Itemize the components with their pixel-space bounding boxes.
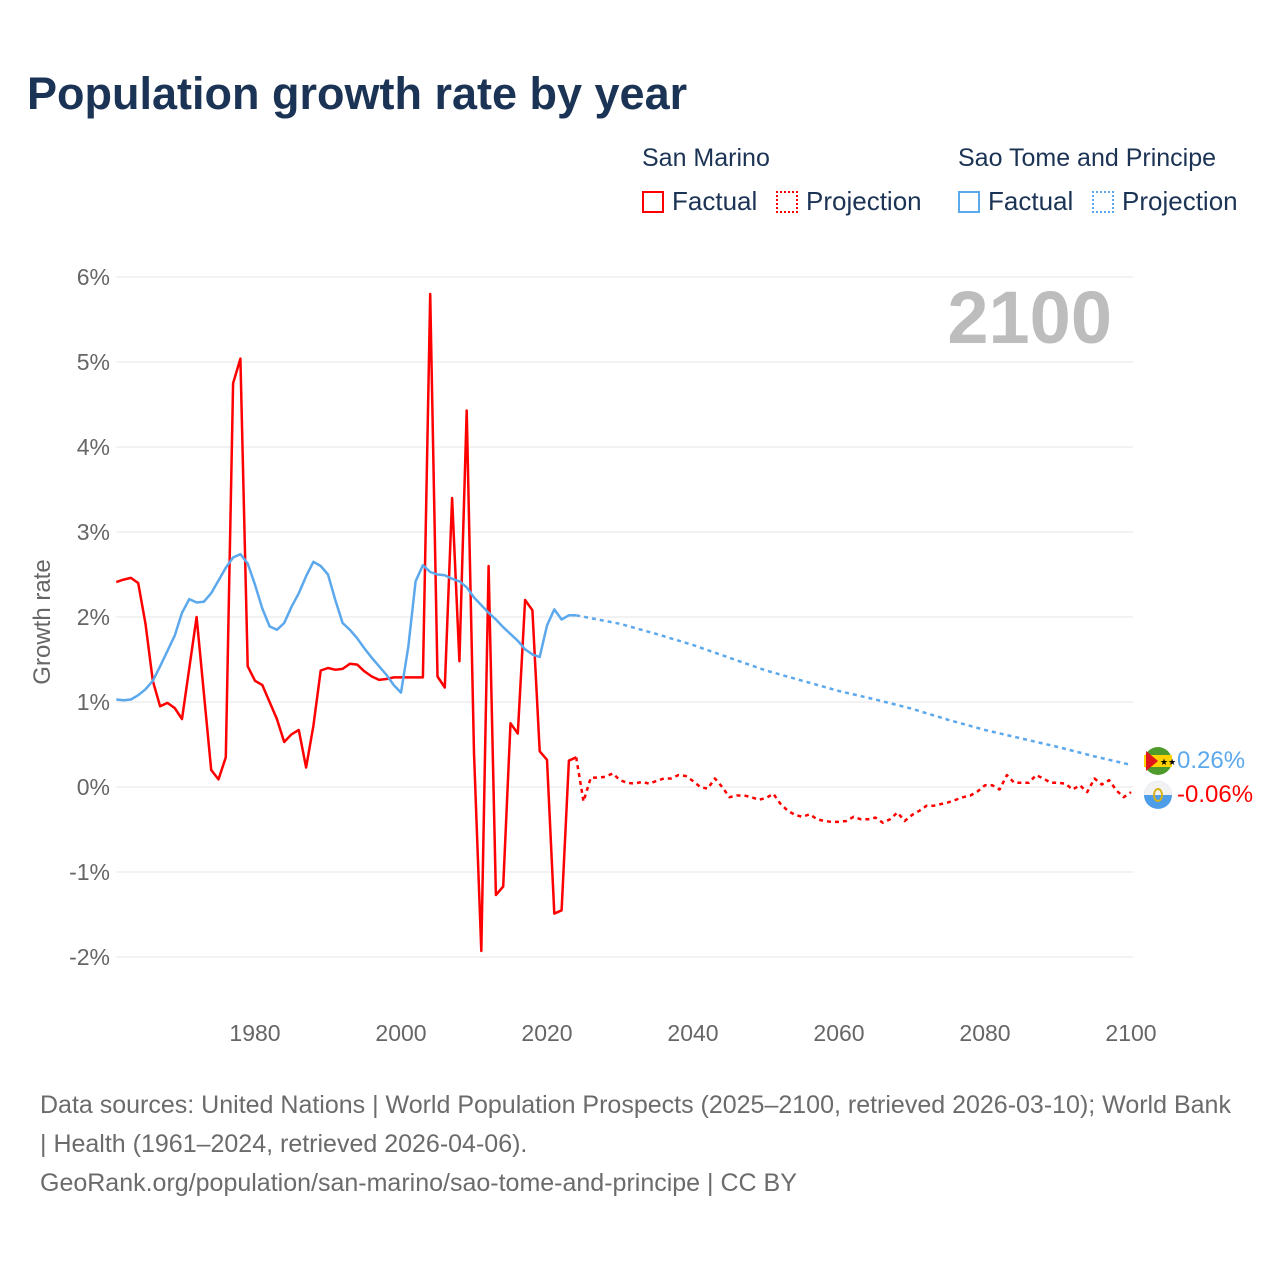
legend-swatch-solid [958,190,980,213]
legend-stp-projection[interactable]: Projection [1092,186,1238,217]
x-tick-label: 2000 [375,1020,426,1046]
x-tick-label: 2040 [667,1020,718,1046]
legend-label: Factual [988,186,1074,216]
y-tick-label: -1% [69,859,110,885]
legend-stp-factual[interactable]: Factual [958,186,1073,217]
flag-sao-tome-icon: ★★ [1144,747,1176,775]
y-tick-label: 5% [77,349,110,375]
series-line-sao-tome-and-principe-factual [116,552,577,702]
legend-group-sao-tome: Sao Tome and Principe [958,144,1217,172]
x-tick-label: 2020 [521,1020,572,1046]
y-tick-label: 3% [77,519,110,545]
y-axis-label: Growth rate [29,559,56,684]
data-sources: Data sources: United Nations | World Pop… [40,1091,1231,1158]
series-line-sao-tome-and-principe-projection [575,614,1132,767]
page-title: Population growth rate by year [27,68,688,119]
source-link[interactable]: GeoRank.org/population/san-marino/sao-to… [40,1169,797,1197]
x-tick-label: 2100 [1105,1020,1156,1046]
y-tick-label: 1% [77,689,110,715]
legend-group-san-marino: San Marino [642,144,770,172]
series-line-san-marino-projection [574,757,1132,824]
y-tick-label: -2% [69,944,110,970]
y-tick-label: 0% [77,774,110,800]
legend-swatch-dotted [776,190,798,213]
current-year-label: 2100 [947,276,1112,359]
legend-label: Projection [1122,186,1238,216]
legend-sm-factual[interactable]: Factual [642,186,757,217]
legend-swatch-dotted [1092,190,1114,213]
x-tick-label: 1980 [229,1020,280,1046]
footer: Data sources: United Nations | World Pop… [40,1086,1240,1203]
y-tick-label: 4% [77,434,110,460]
end-label-san-marino: -0.06% [1177,781,1253,808]
end-label-sao-tome: 0.26% [1177,747,1245,774]
flag-san-marino-icon [1144,781,1172,809]
y-tick-label: 2% [77,604,110,630]
legend-swatch-solid [642,190,664,213]
series-line-san-marino-factual [115,292,577,953]
y-tick-label: 6% [77,264,110,290]
legend-label: Factual [672,186,758,216]
svg-text:★★: ★★ [1160,757,1176,767]
legend-label: Projection [806,186,922,216]
x-tick-label: 2060 [813,1020,864,1046]
legend-sm-projection[interactable]: Projection [776,186,922,217]
x-tick-label: 2080 [959,1020,1010,1046]
